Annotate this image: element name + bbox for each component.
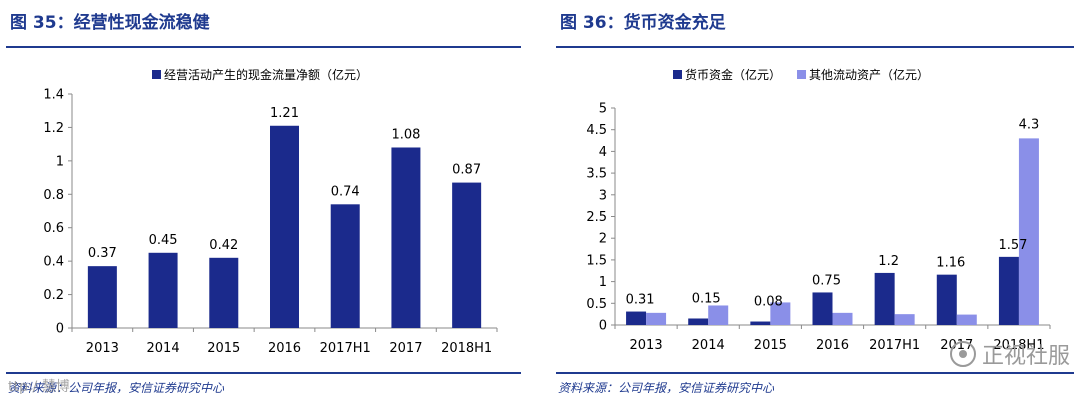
data-label: 1.16 — [936, 256, 965, 271]
bar — [874, 272, 895, 325]
x-tick-label: 2016 — [816, 338, 849, 353]
data-label: 1.08 — [391, 127, 420, 142]
data-label: 1.57 — [998, 238, 1027, 253]
legend-label: 货币资金（亿元） — [685, 67, 781, 82]
figure-35-panel: 图 35：经营性现金流稳健 经营活动产生的现金流量净额（亿元） 0 0.2 0.4 0.… — [0, 0, 527, 407]
watermark: 正视社服 — [949, 338, 1070, 370]
y-tick-label: 0 — [599, 319, 607, 334]
figure-36-source: 资料来源：公司年报，安信证券研究中心 — [558, 381, 775, 395]
x-tick-label: 2015 — [207, 341, 240, 356]
bar — [452, 182, 482, 328]
bar — [894, 314, 915, 325]
x-tick-label: 2015 — [754, 338, 787, 353]
data-label: 0.31 — [626, 293, 655, 308]
title-divider — [556, 46, 1074, 48]
y-tick-label: 0.2 — [43, 288, 64, 303]
data-label: 1.2 — [878, 254, 899, 269]
y-tick-label: 2 — [599, 232, 607, 247]
legend-label: 其他流动资产（亿元） — [809, 67, 929, 82]
bar — [1018, 138, 1039, 325]
x-tick-label: 2013 — [86, 341, 119, 356]
legend-swatch — [673, 70, 682, 79]
cash-flow-chart: 经营活动产生的现金流量净额（亿元） 0 0.2 0.4 0.6 0.8 1 1.2 1.4 0.3… — [43, 67, 498, 356]
data-label: 0.45 — [149, 233, 178, 248]
x-tick-label: 2014 — [692, 338, 725, 353]
bar — [688, 318, 709, 325]
data-label: 0.42 — [209, 238, 238, 253]
bar — [936, 274, 957, 325]
bar — [270, 125, 299, 328]
source-divider — [556, 372, 1074, 374]
bar — [812, 292, 833, 325]
bar — [770, 302, 791, 325]
y-tick-label: 5 — [599, 102, 607, 117]
x-tick-label: 2018H1 — [993, 338, 1044, 353]
data-label: 0.37 — [88, 246, 117, 261]
y-tick-label: 0.6 — [43, 221, 64, 236]
y-tick-label: 3.5 — [586, 167, 607, 182]
bar — [956, 314, 977, 325]
bar — [750, 321, 771, 325]
data-label: 1.21 — [270, 106, 299, 121]
data-label: 0.08 — [754, 295, 783, 310]
legend-label: 经营活动产生的现金流量净额（亿元） — [164, 67, 368, 82]
cash-assets-chart: 货币资金（亿元） 其他流动资产（亿元） 0 0.5 1 1.5 2 2.5 3 3.5 4 4.5 5 0… — [586, 67, 1051, 353]
bar — [148, 252, 178, 328]
legend-swatch — [152, 70, 161, 79]
bar — [626, 311, 647, 325]
x-tick-label: 2016 — [268, 341, 301, 356]
bar — [708, 305, 729, 325]
y-tick-label: 4.5 — [586, 123, 607, 138]
data-label: 0.15 — [692, 291, 721, 306]
watermark-left: ttp:/ 慧博 — [8, 379, 70, 395]
bar — [832, 312, 853, 325]
legend-swatch — [797, 70, 807, 79]
bar — [998, 256, 1019, 325]
bar — [391, 147, 421, 328]
y-tick-label: 4 — [599, 145, 607, 160]
figure-36-title: 图 36：货币资金充足 — [560, 13, 726, 33]
bar — [209, 257, 239, 328]
y-tick-label: 0.5 — [586, 297, 607, 312]
y-tick-label: 1 — [599, 275, 607, 290]
data-label: 0.75 — [812, 273, 841, 288]
x-tick-label: 2018H1 — [441, 341, 492, 356]
figure-36-panel: 图 36：货币资金充足 货币资金（亿元） 其他流动资产（亿元） 0 0.5 1 1.5 2 2… — [550, 0, 1080, 407]
y-tick-label: 2.5 — [586, 210, 607, 225]
y-tick-label: 0.8 — [43, 188, 64, 203]
data-label: 4.3 — [1019, 117, 1040, 132]
y-tick-label: 0 — [56, 322, 64, 337]
y-tick-label: 1.5 — [586, 253, 607, 268]
x-tick-label: 2013 — [630, 338, 663, 353]
bar — [646, 312, 667, 325]
y-tick-label: 1.4 — [43, 88, 64, 103]
title-divider — [6, 46, 521, 48]
data-label: 0.74 — [331, 184, 360, 199]
y-tick-label: 0.4 — [43, 255, 64, 270]
y-tick-label: 3 — [599, 188, 607, 203]
data-label: 0.87 — [452, 163, 481, 178]
figure-35-title: 图 35：经营性现金流稳健 — [10, 13, 210, 33]
source-divider — [6, 372, 521, 374]
x-tick-label: 2017H1 — [869, 338, 920, 353]
y-tick-label: 1.2 — [43, 121, 64, 136]
bar — [330, 204, 360, 328]
watermark-text: 正视社服 — [981, 344, 1070, 369]
x-tick-label: 2017H1 — [320, 341, 371, 356]
x-tick-label: 2014 — [147, 341, 180, 356]
wechat-icon — [949, 341, 976, 367]
y-tick-label: 1 — [56, 154, 64, 169]
figure-35-source: 资料来源：公司年报，安信证券研究中心 — [8, 381, 225, 395]
bar — [87, 266, 117, 328]
x-tick-label: 2017 — [389, 341, 422, 356]
